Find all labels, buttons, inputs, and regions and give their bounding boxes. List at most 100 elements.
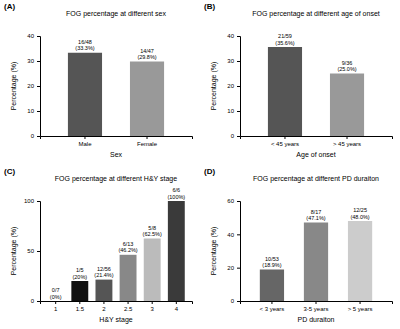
bar [95,280,112,301]
tick-mark [237,86,240,87]
tick-label: 1 [54,306,58,312]
data-label: 5/8 [148,225,156,231]
axis-title: Percentage (%) [10,227,18,276]
tick-mark [237,111,240,112]
tick-label: 20 [227,265,234,271]
data-label: 8/17 [311,209,322,215]
tick-label: 40 [227,232,234,238]
tick-mark [37,111,40,112]
axis-title: PD duraiton [298,316,335,323]
data-label: (0%) [50,294,62,300]
axis-title: Percentage (%) [210,227,218,276]
bar [144,239,161,302]
tick-label: 20 [227,83,234,89]
tick-mark [237,36,240,37]
tick-label: 2 [102,306,106,312]
tick-mark [37,251,40,252]
tick-label: 10 [227,108,234,114]
data-label: (21.4%) [94,272,113,278]
tick: 40 [227,232,240,238]
tick-label: Male [78,141,92,147]
tick-label: < 3 years [260,306,285,312]
tick: 0 [31,298,40,304]
axis-title: Percentage (%) [10,62,18,111]
data-label: 10/53 [265,256,279,262]
tick-mark [237,61,240,62]
tick: 50 [27,248,40,254]
tick-label: 40 [27,33,34,39]
axis-line [41,137,193,140]
tick: 3 [151,301,155,312]
plot: 0204060< 3 years3-5 years> 5 years10/53(… [210,198,393,323]
tick-label: > 5 years [348,306,373,312]
tick-mark [360,301,361,304]
x-axis: Male Female [41,136,193,147]
data-label: (48.0%) [350,214,369,220]
tick: Female [137,136,158,147]
panel-label: (D) [204,167,215,176]
plot: 010203040MaleFemale16/48(33.3%)14/47(29.… [10,33,193,158]
bar [68,53,102,136]
tick-label: 3 [151,306,155,312]
axis-line [237,37,241,137]
title: FOG percentage at different PD duraiton [253,175,379,183]
tick: 1 [54,301,58,312]
tick: 2 [102,301,106,312]
bar [260,270,284,302]
tick-mark [55,301,56,304]
tick-label: 30 [227,58,234,64]
tick-mark [237,301,240,302]
tick-mark [79,301,80,304]
tick-label: 100 [24,198,35,204]
tick-mark [237,234,240,235]
plot: 010203040< 45 years> 45 years21/59(35.6%… [210,33,393,159]
data-label: (29.8%) [137,54,156,60]
tick-label: 0 [31,133,35,139]
data-label: (33.3%) [75,45,94,51]
panel: (C)FOG percentage at different H&Y stage… [4,167,193,324]
data-label: 14/47 [140,48,154,54]
tick-mark [152,301,153,304]
data-label: (46.2%) [118,247,137,253]
axis-title: Percentage (%) [210,62,218,111]
tick-mark [103,301,104,304]
data-label: (100%) [167,194,185,200]
data-labels: 16/48(33.3%) 14/47(29.8%) [75,39,156,60]
tick-label: 0 [31,298,35,304]
bar [47,301,64,302]
bar [71,281,88,301]
bar [304,223,328,302]
tick: 30 [227,58,240,64]
tick: 3-5 years [303,301,328,312]
axis-line [241,137,393,140]
data-label: 16/48 [78,39,92,45]
data-label: (35.6%) [275,40,294,46]
panel-label: (C) [4,167,15,176]
data-label: (47.1%) [306,215,325,221]
y-axis: 010203040 [227,33,240,139]
tick-mark [37,301,40,302]
data-label: (18.9%) [262,262,281,268]
tick-label: < 45 years [271,141,299,147]
tick-label: 40 [227,33,234,39]
tick: 1.5 [76,301,85,312]
tick: 4 [175,301,179,312]
data-label: 6/13 [123,241,134,247]
bars [260,221,372,301]
axis-title: H&Y stage [99,316,132,324]
tick-label: 0 [231,298,235,304]
bar [120,255,137,301]
tick: < 45 years [271,136,299,147]
tick: 0 [31,133,40,139]
tick-mark [176,301,177,304]
data-label: 9/36 [342,60,353,66]
bar [330,74,364,137]
tick-label: Female [137,141,158,147]
tick-label: 60 [227,198,234,204]
tick: 10 [227,108,240,114]
tick-label: 30 [27,58,34,64]
axis-line [37,202,41,302]
tick-label: 20 [27,83,34,89]
tick-label: 50 [27,248,34,254]
data-labels: 0/7(0%)1/5(20%)12/56(21.4%)6/13(46.2%)5/… [50,187,185,300]
